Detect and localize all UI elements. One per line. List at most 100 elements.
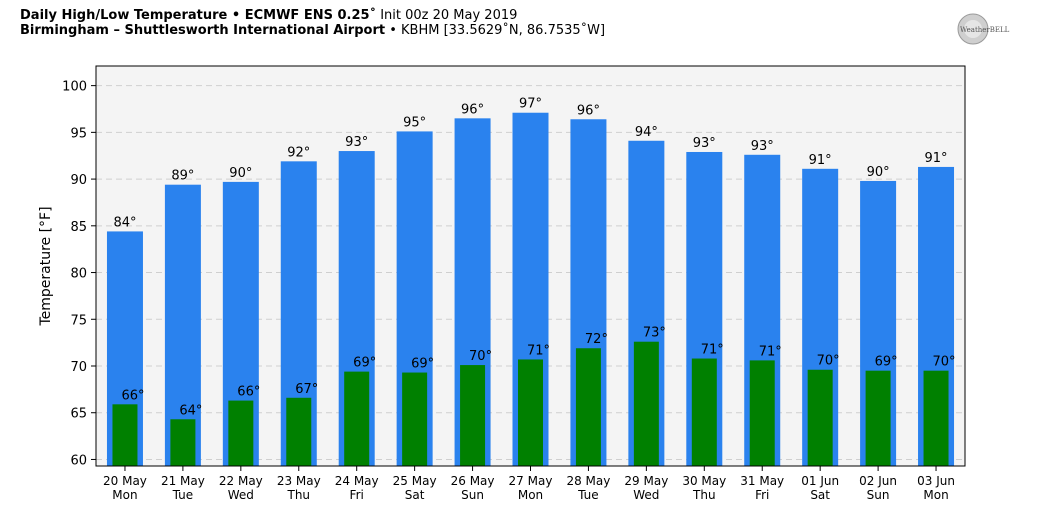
x-tick-date: 29 May	[624, 474, 668, 488]
x-tick-weekday: Sat	[810, 488, 830, 502]
x-tick-weekday: Wed	[228, 488, 254, 502]
low-value-label: 66°	[237, 385, 260, 400]
x-tick-weekday: Fri	[350, 488, 364, 502]
y-tick-label: 65	[70, 407, 87, 422]
y-axis: 60 65 70 75 80 85 90 95 100	[62, 80, 96, 468]
x-tick-date: 30 May	[682, 474, 726, 488]
plot-frame	[95, 65, 966, 467]
subtitle-coords: • KBHM [33.5629˚N, 86.7535˚W]	[385, 23, 606, 38]
low-value-label: 71°	[759, 344, 782, 359]
high-value-label: 92°	[287, 145, 310, 160]
low-bar	[170, 419, 196, 466]
low-bar	[344, 371, 370, 466]
x-tick-date: 27 May	[509, 474, 553, 488]
y-axis-label: Temperature [°F]	[38, 206, 54, 326]
y-tick-label: 70	[70, 360, 87, 375]
x-tick-date: 20 May	[103, 474, 147, 488]
high-value-label: 91°	[925, 151, 948, 166]
high-value-label: 84°	[113, 215, 136, 230]
x-tick-date: 31 May	[740, 474, 784, 488]
low-bar	[518, 359, 543, 466]
x-tick-weekday: Wed	[633, 488, 659, 502]
x-tick-weekday: Tue	[172, 488, 194, 502]
low-bar	[807, 369, 833, 466]
x-tick-weekday: Mon	[518, 488, 543, 502]
x-tick-date: 22 May	[219, 474, 263, 488]
x-tick-weekday: Mon	[112, 488, 137, 502]
low-value-label: 69°	[875, 355, 898, 370]
x-tick-date: 28 May	[566, 474, 610, 488]
y-tick-label: 85	[70, 220, 87, 235]
low-value-label: 71°	[701, 343, 724, 358]
x-tick-date: 26 May	[451, 474, 495, 488]
data-labels: 84° 66° 89° 64° 90° 66° 92° 67° 93° 69° 95° 69° 96° 7…	[113, 97, 955, 419]
y-tick-label: 75	[70, 313, 87, 328]
high-value-label: 96°	[577, 103, 600, 118]
low-value-label: 70°	[469, 349, 492, 364]
high-bar	[164, 184, 201, 466]
high-value-label: 90°	[867, 165, 890, 180]
x-tick-weekday: Mon	[923, 488, 948, 502]
high-value-label: 94°	[635, 125, 658, 140]
high-value-label: 89°	[171, 169, 194, 184]
high-value-label: 93°	[345, 135, 368, 150]
y-tick-label: 90	[70, 173, 87, 188]
low-value-label: 71°	[527, 343, 550, 358]
high-value-label: 96°	[461, 102, 484, 117]
y-tick-label: 95	[70, 126, 87, 141]
x-tick-weekday: Sat	[405, 488, 425, 502]
high-value-label: 93°	[751, 139, 774, 154]
title-model: Daily High/Low Temperature • ECMWF ENS 0…	[20, 8, 377, 23]
low-value-label: 69°	[411, 357, 434, 372]
high-value-label: 95°	[403, 115, 426, 130]
x-tick-weekday: Thu	[692, 488, 716, 502]
low-bar	[691, 358, 717, 466]
y-tick-label: 60	[70, 453, 87, 468]
low-bar	[749, 360, 775, 466]
x-tick-date: 23 May	[277, 474, 321, 488]
low-value-label: 70°	[817, 354, 840, 369]
x-tick-date: 02 Jun	[859, 474, 897, 488]
chart-subtitle: Birmingham – Shuttlesworth International…	[20, 23, 605, 39]
y-tick-label: 80	[70, 267, 87, 282]
x-tick-weekday: Sun	[867, 488, 890, 502]
low-value-label: 70°	[933, 355, 956, 370]
chart-title: Daily High/Low Temperature • ECMWF ENS 0…	[20, 8, 517, 24]
x-tick-date: 21 May	[161, 474, 205, 488]
high-value-label: 97°	[519, 97, 542, 112]
low-bar	[633, 341, 659, 466]
x-tick-date: 01 Jun	[801, 474, 839, 488]
low-bar	[923, 370, 949, 466]
x-tick-weekday: Thu	[286, 488, 310, 502]
y-tick-label: 100	[62, 80, 87, 95]
weatherbell-logo: WeatherBELL	[956, 12, 1020, 46]
low-value-label: 66°	[121, 388, 144, 403]
high-value-label: 93°	[693, 136, 716, 151]
logo-text: WeatherBELL	[960, 26, 1010, 34]
x-tick-date: 25 May	[393, 474, 437, 488]
low-value-label: 72°	[585, 332, 608, 347]
subtitle-station: Birmingham – Shuttlesworth International…	[20, 23, 386, 38]
low-value-label: 73°	[643, 326, 666, 341]
low-bar	[112, 404, 138, 466]
low-bars	[112, 341, 949, 466]
title-init: Init 00z 20 May 2019	[376, 8, 518, 23]
low-bar	[865, 370, 891, 466]
low-value-label: 67°	[295, 382, 318, 397]
low-bar	[228, 400, 254, 466]
low-bar	[402, 372, 428, 466]
high-value-label: 91°	[809, 153, 832, 168]
x-tick-date: 03 Jun	[917, 474, 955, 488]
low-value-label: 69°	[353, 356, 376, 371]
low-bar	[460, 365, 486, 466]
low-bar	[575, 348, 601, 466]
x-tick-weekday: Fri	[755, 488, 769, 502]
low-value-label: 64°	[179, 403, 202, 418]
high-value-label: 90°	[229, 166, 252, 181]
x-tick-date: 24 May	[335, 474, 379, 488]
low-bar	[286, 397, 312, 466]
x-tick-weekday: Tue	[577, 488, 599, 502]
x-tick-weekday: Sun	[461, 488, 484, 502]
